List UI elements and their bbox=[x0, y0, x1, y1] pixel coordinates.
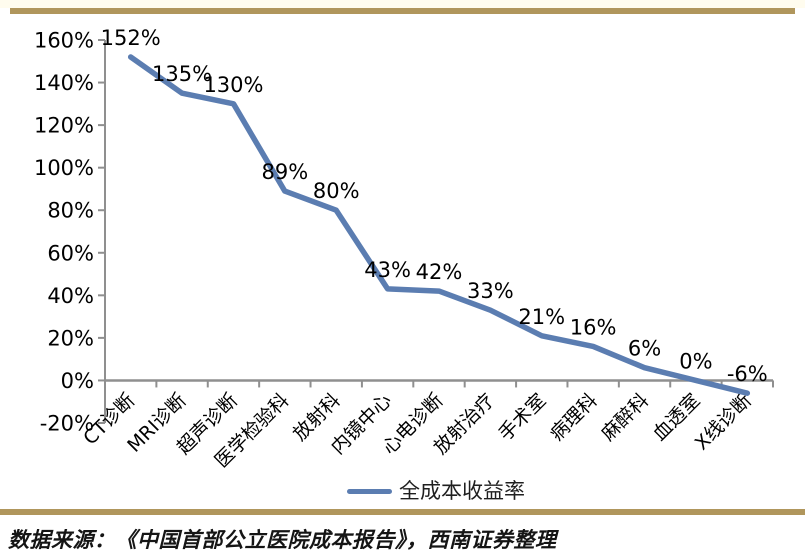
y-axis-tick-label: 40% bbox=[47, 284, 94, 308]
y-axis-tick-label: 160% bbox=[34, 29, 94, 53]
y-axis-tick-label: 140% bbox=[34, 71, 94, 95]
x-axis-category-label: 病理科 bbox=[546, 389, 602, 445]
y-axis-tick-label: 80% bbox=[47, 199, 94, 223]
x-axis-category-label: X线诊断 bbox=[691, 389, 756, 454]
series-line-full-cost-return bbox=[127, 54, 751, 396]
data-point-label: 42% bbox=[416, 260, 463, 284]
data-point-label: -6% bbox=[727, 362, 768, 386]
y-axis-tick-label: 0% bbox=[61, 369, 94, 393]
data-source-note: 数据来源：《中国首部公立医院成本报告》，西南证券整理 bbox=[8, 527, 557, 552]
y-axis-tick-label: 20% bbox=[47, 326, 94, 350]
data-point-label: 6% bbox=[628, 337, 661, 361]
legend-line-swatch bbox=[347, 489, 392, 494]
data-point-label: 33% bbox=[467, 279, 514, 303]
top-accent-bar bbox=[10, 8, 795, 14]
full-cost-return-line-chart: 160%140%120%100%80%60%40%20%0%-20%CT诊断MR… bbox=[34, 26, 774, 472]
data-point-label: 135% bbox=[152, 62, 212, 86]
data-point-label: 130% bbox=[203, 73, 263, 97]
data-point-label: 152% bbox=[101, 26, 161, 50]
data-point-label: 0% bbox=[679, 349, 712, 373]
data-point-label: 16% bbox=[570, 315, 617, 339]
data-point-label: 21% bbox=[518, 305, 565, 329]
data-point-label: 43% bbox=[364, 258, 411, 282]
y-axis-tick-label: 60% bbox=[47, 241, 94, 265]
legend-series-label: 全成本收益率 bbox=[399, 479, 525, 503]
y-axis-tick-label: 120% bbox=[34, 114, 94, 138]
y-axis-tick-label: 100% bbox=[34, 156, 94, 180]
x-axis-category-label: 麻醉科 bbox=[597, 389, 653, 445]
x-axis-category-label: 手术室 bbox=[494, 389, 550, 445]
bottom-accent-bar bbox=[0, 509, 805, 515]
y-axis-tick-label: -20% bbox=[40, 412, 94, 436]
data-point-label: 89% bbox=[262, 160, 309, 184]
top-cream-strip bbox=[0, 0, 805, 8]
data-point-label: 80% bbox=[313, 179, 360, 203]
chart-legend: 全成本收益率 bbox=[347, 481, 525, 502]
